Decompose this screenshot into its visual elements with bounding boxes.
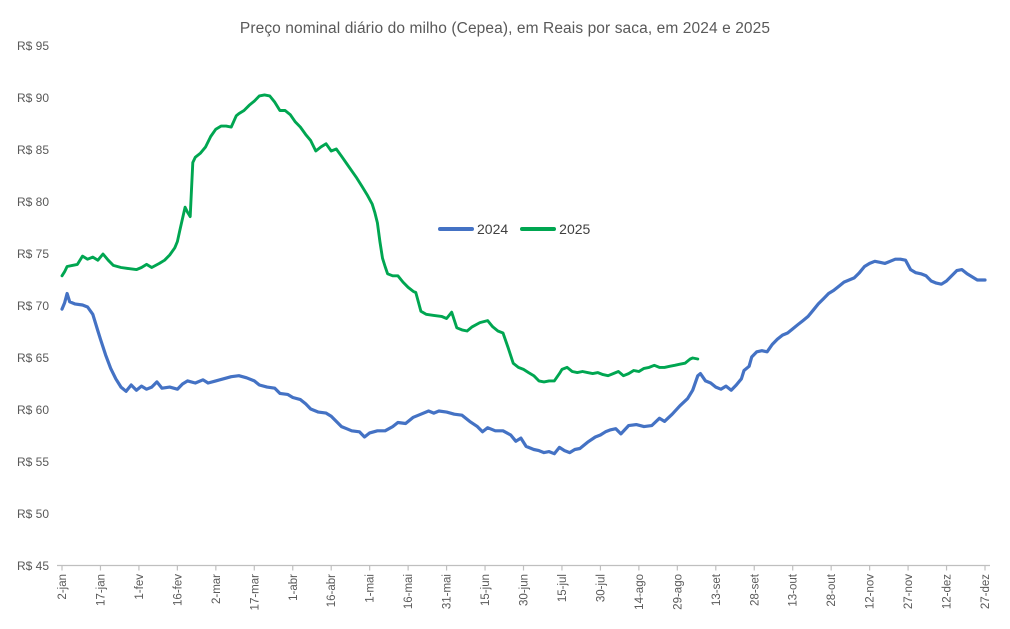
- legend-label: 2025: [559, 221, 591, 237]
- x-tick-label: 16-fev: [172, 574, 184, 606]
- y-tick-label: R$ 50: [17, 507, 49, 521]
- x-tick-label: 28-set: [749, 573, 761, 606]
- x-tick-label: 17-mar: [249, 574, 261, 611]
- x-tick-label: 15-jun: [480, 574, 492, 606]
- x-tick-label: 27-dez: [980, 574, 992, 609]
- y-tick-label: R$ 70: [17, 299, 49, 313]
- y-tick-label: R$ 60: [17, 403, 49, 417]
- x-tick-label: 14-ago: [634, 574, 646, 610]
- x-tick-label: 15-jul: [557, 574, 569, 602]
- x-tick-label: 13-out: [788, 573, 800, 606]
- legend-item-2025: 2025: [520, 221, 590, 237]
- x-tick-label: 17-jan: [95, 574, 107, 606]
- x-tick-label: 2-jan: [57, 574, 69, 600]
- x-tick-label: 1-abr: [288, 574, 300, 601]
- y-tick-label: R$ 90: [17, 91, 49, 105]
- chart-title: Preço nominal diário do milho (Cepea), e…: [239, 20, 771, 37]
- x-tick-label: 1-mai: [365, 574, 377, 603]
- x-tick-label: 16-abr: [326, 574, 338, 607]
- x-tick-label: 12-nov: [865, 574, 877, 609]
- y-tick-label: R$ 85: [17, 143, 49, 157]
- y-tick-label: R$ 75: [17, 247, 49, 261]
- y-tick-label: R$ 65: [17, 351, 49, 365]
- y-tick-label: R$ 80: [17, 195, 49, 209]
- legend-swatch-2024: [438, 227, 474, 231]
- x-tick-label: 31-mai: [442, 574, 454, 609]
- x-tick-label: 29-ago: [672, 574, 684, 610]
- x-tick-label: 12-dez: [942, 574, 954, 609]
- legend-item-2024: 2024: [438, 221, 508, 237]
- x-tick-label: 27-nov: [903, 574, 915, 609]
- x-tick-label: 1-fev: [134, 574, 146, 600]
- x-tick-label: 30-jul: [595, 574, 607, 602]
- legend-swatch-2025: [520, 227, 557, 231]
- series-line-2025: [60, 93, 700, 384]
- y-tick-label: R$ 45: [17, 559, 49, 573]
- series-line-2024: [60, 257, 987, 456]
- y-tick-label: R$ 95: [17, 39, 49, 53]
- x-tick-label: 30-jun: [519, 574, 531, 606]
- x-tick-label: 28-out: [826, 573, 838, 606]
- x-tick-label: 2-mar: [211, 574, 223, 604]
- chart-legend: 2024 2025: [438, 221, 590, 237]
- x-tick-label: 16-mai: [403, 574, 415, 609]
- y-tick-label: R$ 55: [17, 455, 49, 469]
- x-tick-label: 13-set: [711, 573, 723, 606]
- legend-label: 2024: [477, 221, 509, 237]
